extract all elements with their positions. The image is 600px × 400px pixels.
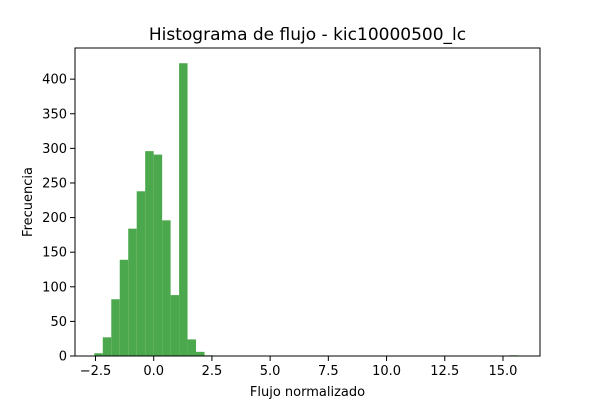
histogram-bar [153,154,163,356]
y-tick-label: 300 [42,142,67,157]
y-tick-label: 50 [50,315,67,330]
chart-title: Histograma de flujo - kic10000500_lc [149,25,466,45]
x-tick-label: 2.5 [202,364,223,379]
y-axis-label: Frecuencia [21,167,36,237]
histogram-bar [111,299,120,356]
histogram-bar [162,220,171,356]
y-tick-label: 0 [59,350,67,365]
y-tick-label: 200 [42,211,67,226]
histogram-bar [145,151,154,356]
x-axis-label: Flujo normalizado [250,385,365,400]
x-tick-label: 0.0 [143,364,164,379]
histogram-bar [136,191,146,356]
histogram-bar [187,339,197,356]
histogram-bar [128,228,137,356]
y-tick-label: 400 [42,73,67,88]
x-tick-label: 15.0 [489,364,518,379]
histogram-bar [179,63,188,356]
histogram-bar [119,259,129,356]
x-tick-label: 10.0 [372,364,401,379]
y-tick-label: 350 [42,107,67,122]
x-tick-label: 5.0 [260,364,281,379]
y-tick-label: 100 [42,280,67,295]
plot-frame [74,47,541,357]
x-tick-label: 7.5 [318,364,339,379]
histogram-bar [196,351,205,356]
y-tick-label: 250 [42,176,67,191]
x-axis-ticks: −2.5 0.0 2.5 5.0 7.5 10.0 12.5 15.0 [80,356,518,379]
histogram-bar [102,337,112,356]
x-tick-label: 12.5 [430,364,459,379]
histogram-bar [94,353,103,356]
y-axis-ticks: 0 50 100 150 200 250 300 350 400 [42,73,75,365]
x-tick-label: −2.5 [80,364,112,379]
histogram-bar [170,295,180,356]
y-tick-label: 150 [42,246,67,261]
histogram-bars [94,63,519,356]
